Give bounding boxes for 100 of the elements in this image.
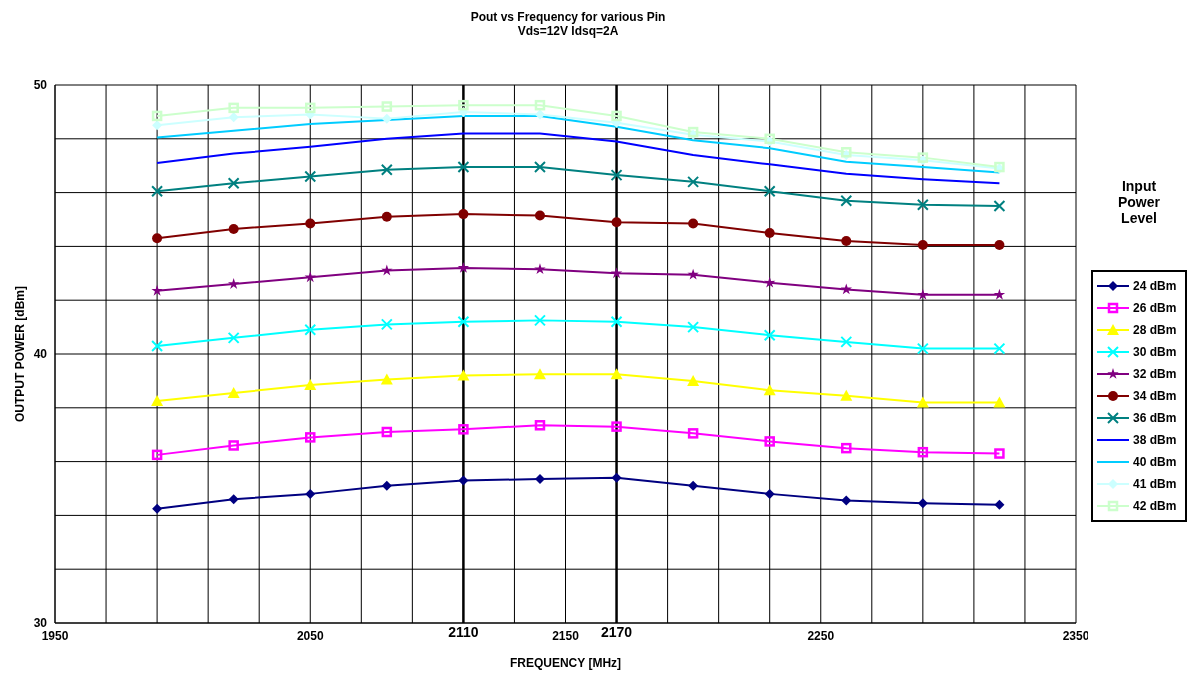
point bbox=[610, 169, 623, 182]
point bbox=[917, 288, 929, 300]
point bbox=[151, 284, 163, 296]
point bbox=[688, 480, 699, 491]
x-tick-label: 2250 bbox=[807, 628, 835, 643]
point bbox=[533, 161, 546, 174]
point bbox=[381, 480, 392, 491]
point bbox=[611, 110, 622, 122]
point bbox=[381, 211, 392, 222]
point bbox=[381, 101, 393, 112]
point bbox=[993, 396, 1006, 408]
point bbox=[457, 369, 470, 381]
point bbox=[687, 321, 700, 334]
point bbox=[151, 449, 163, 461]
point bbox=[305, 218, 316, 229]
chart-subtitle: Vds=12V Idsq=2A bbox=[516, 24, 620, 38]
point bbox=[152, 120, 163, 131]
point bbox=[917, 240, 928, 251]
point bbox=[994, 499, 1005, 510]
point bbox=[764, 488, 775, 499]
legend-label: 41 dBm bbox=[1133, 477, 1177, 491]
point bbox=[457, 315, 470, 328]
chart-title: Pout vs Frequency for various Pin bbox=[469, 10, 667, 24]
legend-label: 36 dBm bbox=[1133, 411, 1177, 425]
point bbox=[227, 278, 240, 289]
legend-label: 24 dBm bbox=[1133, 279, 1177, 293]
point bbox=[917, 498, 928, 509]
ref-line-label: 2110 bbox=[448, 623, 479, 640]
point bbox=[228, 494, 239, 505]
point bbox=[458, 475, 469, 486]
legend-label: 28 dBm bbox=[1133, 323, 1177, 337]
point bbox=[610, 267, 623, 279]
point bbox=[152, 233, 163, 244]
legend-label: 30 dBm bbox=[1133, 345, 1177, 359]
point bbox=[151, 110, 163, 122]
point bbox=[381, 113, 392, 124]
point bbox=[151, 339, 164, 352]
point bbox=[993, 342, 1006, 355]
point bbox=[841, 495, 852, 506]
point bbox=[688, 218, 699, 229]
point bbox=[610, 368, 623, 380]
point bbox=[993, 288, 1006, 300]
point bbox=[380, 373, 393, 385]
point bbox=[151, 395, 164, 407]
point bbox=[380, 163, 393, 176]
y-axis-title: OUTPUT POWER [dBm] bbox=[13, 286, 28, 422]
point bbox=[534, 263, 546, 275]
point bbox=[840, 194, 853, 207]
x-axis-title: FREQUENCY [MHz] bbox=[509, 656, 622, 670]
y-tick-label: 50 bbox=[33, 78, 48, 93]
point bbox=[916, 198, 929, 211]
legend-label: 34 dBm bbox=[1133, 389, 1177, 403]
point bbox=[611, 217, 622, 228]
point bbox=[457, 161, 470, 174]
point bbox=[227, 331, 240, 344]
point bbox=[381, 426, 393, 438]
legend-label: 42 dBm bbox=[1133, 499, 1177, 513]
point bbox=[687, 268, 699, 280]
ref-line-label: 2170 bbox=[600, 623, 633, 640]
legend-label: 32 dBm bbox=[1133, 367, 1177, 381]
point bbox=[533, 368, 546, 380]
point bbox=[534, 99, 546, 111]
point bbox=[227, 177, 240, 190]
point bbox=[305, 488, 316, 499]
point bbox=[533, 314, 546, 327]
point bbox=[228, 440, 239, 451]
point bbox=[305, 102, 316, 114]
point bbox=[764, 227, 775, 238]
point bbox=[152, 503, 163, 514]
point bbox=[763, 384, 776, 396]
point bbox=[993, 200, 1006, 213]
point bbox=[841, 236, 852, 247]
point bbox=[534, 109, 545, 120]
legend-label: 38 dBm bbox=[1133, 433, 1177, 447]
y-tick-label: 30 bbox=[33, 616, 48, 631]
point bbox=[687, 374, 700, 386]
point bbox=[534, 474, 545, 485]
point bbox=[840, 389, 853, 401]
x-tick-label: 2350 bbox=[1062, 628, 1090, 643]
line-series bbox=[156, 132, 1001, 185]
point bbox=[304, 170, 317, 183]
point bbox=[228, 223, 239, 234]
point bbox=[380, 318, 393, 331]
point bbox=[764, 436, 775, 447]
point bbox=[304, 378, 317, 390]
point bbox=[305, 432, 316, 443]
point bbox=[610, 315, 623, 328]
point bbox=[763, 185, 776, 198]
point bbox=[841, 442, 852, 454]
legend-label: 26 dBm bbox=[1133, 301, 1177, 315]
point bbox=[304, 323, 317, 336]
point bbox=[763, 276, 776, 288]
x-tick-label: 1950 bbox=[41, 628, 69, 643]
point bbox=[228, 102, 239, 114]
point bbox=[611, 472, 622, 483]
point bbox=[228, 112, 239, 123]
legend-title: Input Power Level bbox=[1117, 178, 1161, 226]
point bbox=[304, 271, 316, 283]
y-tick-label: 40 bbox=[33, 347, 48, 362]
point bbox=[458, 424, 469, 435]
